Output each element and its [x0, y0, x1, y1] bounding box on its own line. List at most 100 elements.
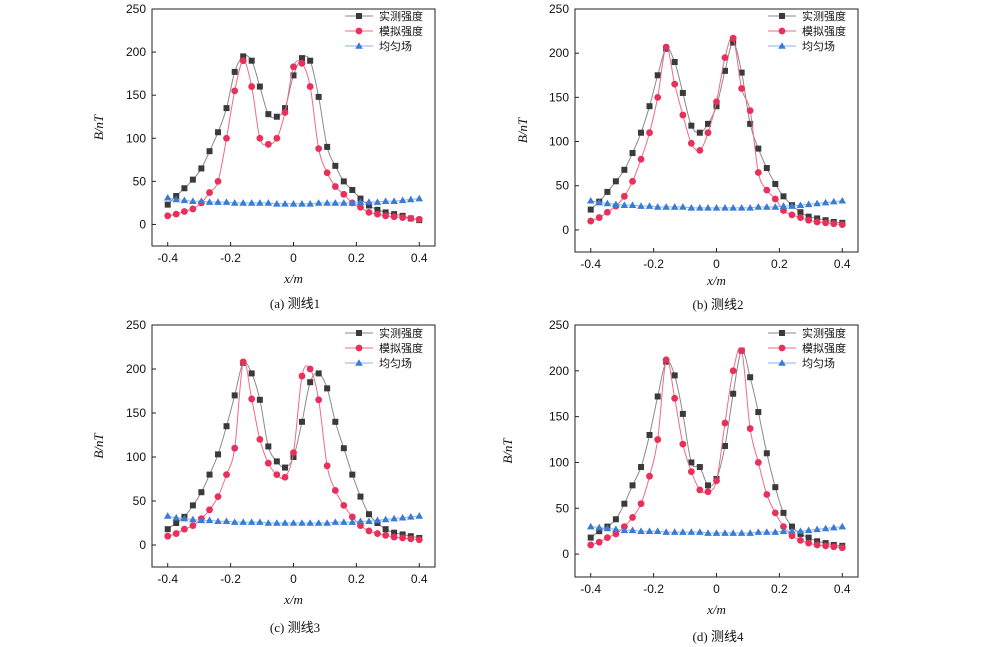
measured-point — [198, 489, 205, 496]
y-tick-label: 50 — [133, 494, 147, 508]
legend-marker-simulated — [778, 344, 786, 352]
simulated-point — [315, 145, 323, 153]
measured-point — [788, 523, 795, 530]
uniform-point — [595, 198, 604, 206]
measured-point — [164, 526, 171, 533]
panel-caption: (b) 测线2 — [693, 297, 744, 312]
simulated-point — [838, 544, 846, 552]
simulated-point — [415, 536, 423, 544]
simulated-point — [612, 530, 620, 538]
measured-point — [688, 459, 695, 466]
simulated-point — [180, 525, 188, 533]
measured-point — [772, 484, 779, 491]
uniform-point — [628, 201, 637, 208]
simulated-point — [746, 425, 754, 432]
uniform-point — [365, 198, 373, 205]
simulated-point — [256, 436, 264, 443]
measured-point — [629, 150, 636, 157]
uniform-point — [197, 516, 206, 524]
simulated-point — [838, 221, 846, 229]
uniform-point — [712, 529, 721, 536]
measured-series-line — [590, 42, 843, 224]
simulated-point — [348, 513, 356, 521]
measured-point — [696, 464, 703, 471]
uniform-point — [256, 199, 264, 206]
uniform-point — [222, 198, 231, 205]
uniform-point — [331, 518, 340, 525]
simulated-point — [172, 210, 180, 218]
measured-point — [349, 471, 356, 478]
uniform-point — [754, 528, 763, 535]
x-tick-label: -0.2 — [220, 572, 241, 586]
uniform-point — [696, 204, 704, 211]
measured-point — [349, 186, 356, 193]
uniform-point — [356, 198, 365, 205]
measured-point — [332, 418, 339, 425]
measured-point — [780, 193, 787, 200]
simulated-point — [290, 63, 297, 71]
measured-point — [215, 451, 222, 458]
measured-point — [382, 209, 389, 216]
measured-point — [181, 185, 188, 192]
y-tick-label: 100 — [549, 455, 569, 469]
uniform-point — [180, 196, 189, 204]
uniform-point — [230, 518, 239, 525]
simulated-point — [231, 87, 239, 95]
y-tick-label: 200 — [549, 364, 569, 378]
simulated-point — [290, 449, 297, 456]
simulated-point — [382, 531, 390, 539]
simulated-point — [662, 43, 670, 51]
simulated-point — [415, 215, 423, 223]
uniform-point — [398, 196, 407, 204]
simulated-point — [797, 536, 804, 544]
measured-point — [324, 143, 331, 150]
uniform-point — [821, 524, 830, 532]
simulated-point — [587, 217, 595, 225]
simulated-point — [771, 509, 779, 517]
uniform-point — [406, 195, 415, 203]
y-tick-label: 200 — [549, 46, 569, 60]
measured-point — [248, 57, 255, 64]
y-axis-title: B/nT — [515, 117, 530, 143]
uniform-point — [670, 528, 679, 535]
uniform-point — [628, 526, 637, 534]
measured-point — [705, 482, 712, 489]
uniform-point — [222, 517, 231, 525]
y-tick-label: 150 — [549, 410, 569, 424]
uniform-point — [662, 528, 670, 535]
measured-point — [298, 55, 305, 62]
simulated-point — [696, 146, 704, 154]
uniform-point — [314, 519, 323, 526]
simulated-point — [164, 532, 172, 540]
x-tick-label: 0.4 — [834, 257, 851, 271]
legend-label-uniform: 均匀场 — [379, 39, 412, 53]
legend-label-simulated: 模拟强度 — [379, 24, 423, 38]
uniform-point — [737, 204, 746, 211]
simulated-point — [830, 543, 838, 551]
x-tick-label: -0.4 — [580, 582, 601, 596]
legend-label-simulated: 模拟强度 — [802, 24, 846, 38]
legend-marker-measured — [356, 13, 362, 19]
measured-point — [282, 464, 289, 471]
uniform-point — [704, 204, 712, 211]
measured-point — [587, 206, 594, 213]
legend-marker-measured — [779, 13, 785, 19]
panel-caption: (a) 测线1 — [270, 296, 320, 311]
measured-point — [189, 502, 196, 509]
simulated-point — [654, 436, 662, 443]
uniform-point — [273, 199, 281, 207]
simulated-point — [239, 358, 247, 366]
legend-marker-measured — [779, 330, 785, 336]
measured-point — [265, 111, 272, 118]
simulated-point — [214, 177, 222, 185]
uniform-point — [390, 197, 398, 204]
measured-point — [730, 390, 737, 397]
simulated-point — [687, 468, 695, 476]
simulated-point — [629, 177, 636, 185]
measured-series-line — [590, 350, 843, 547]
uniform-point — [381, 515, 390, 523]
simulated-point — [281, 109, 289, 116]
uniform-point — [415, 194, 424, 202]
uniform-point — [721, 529, 729, 536]
